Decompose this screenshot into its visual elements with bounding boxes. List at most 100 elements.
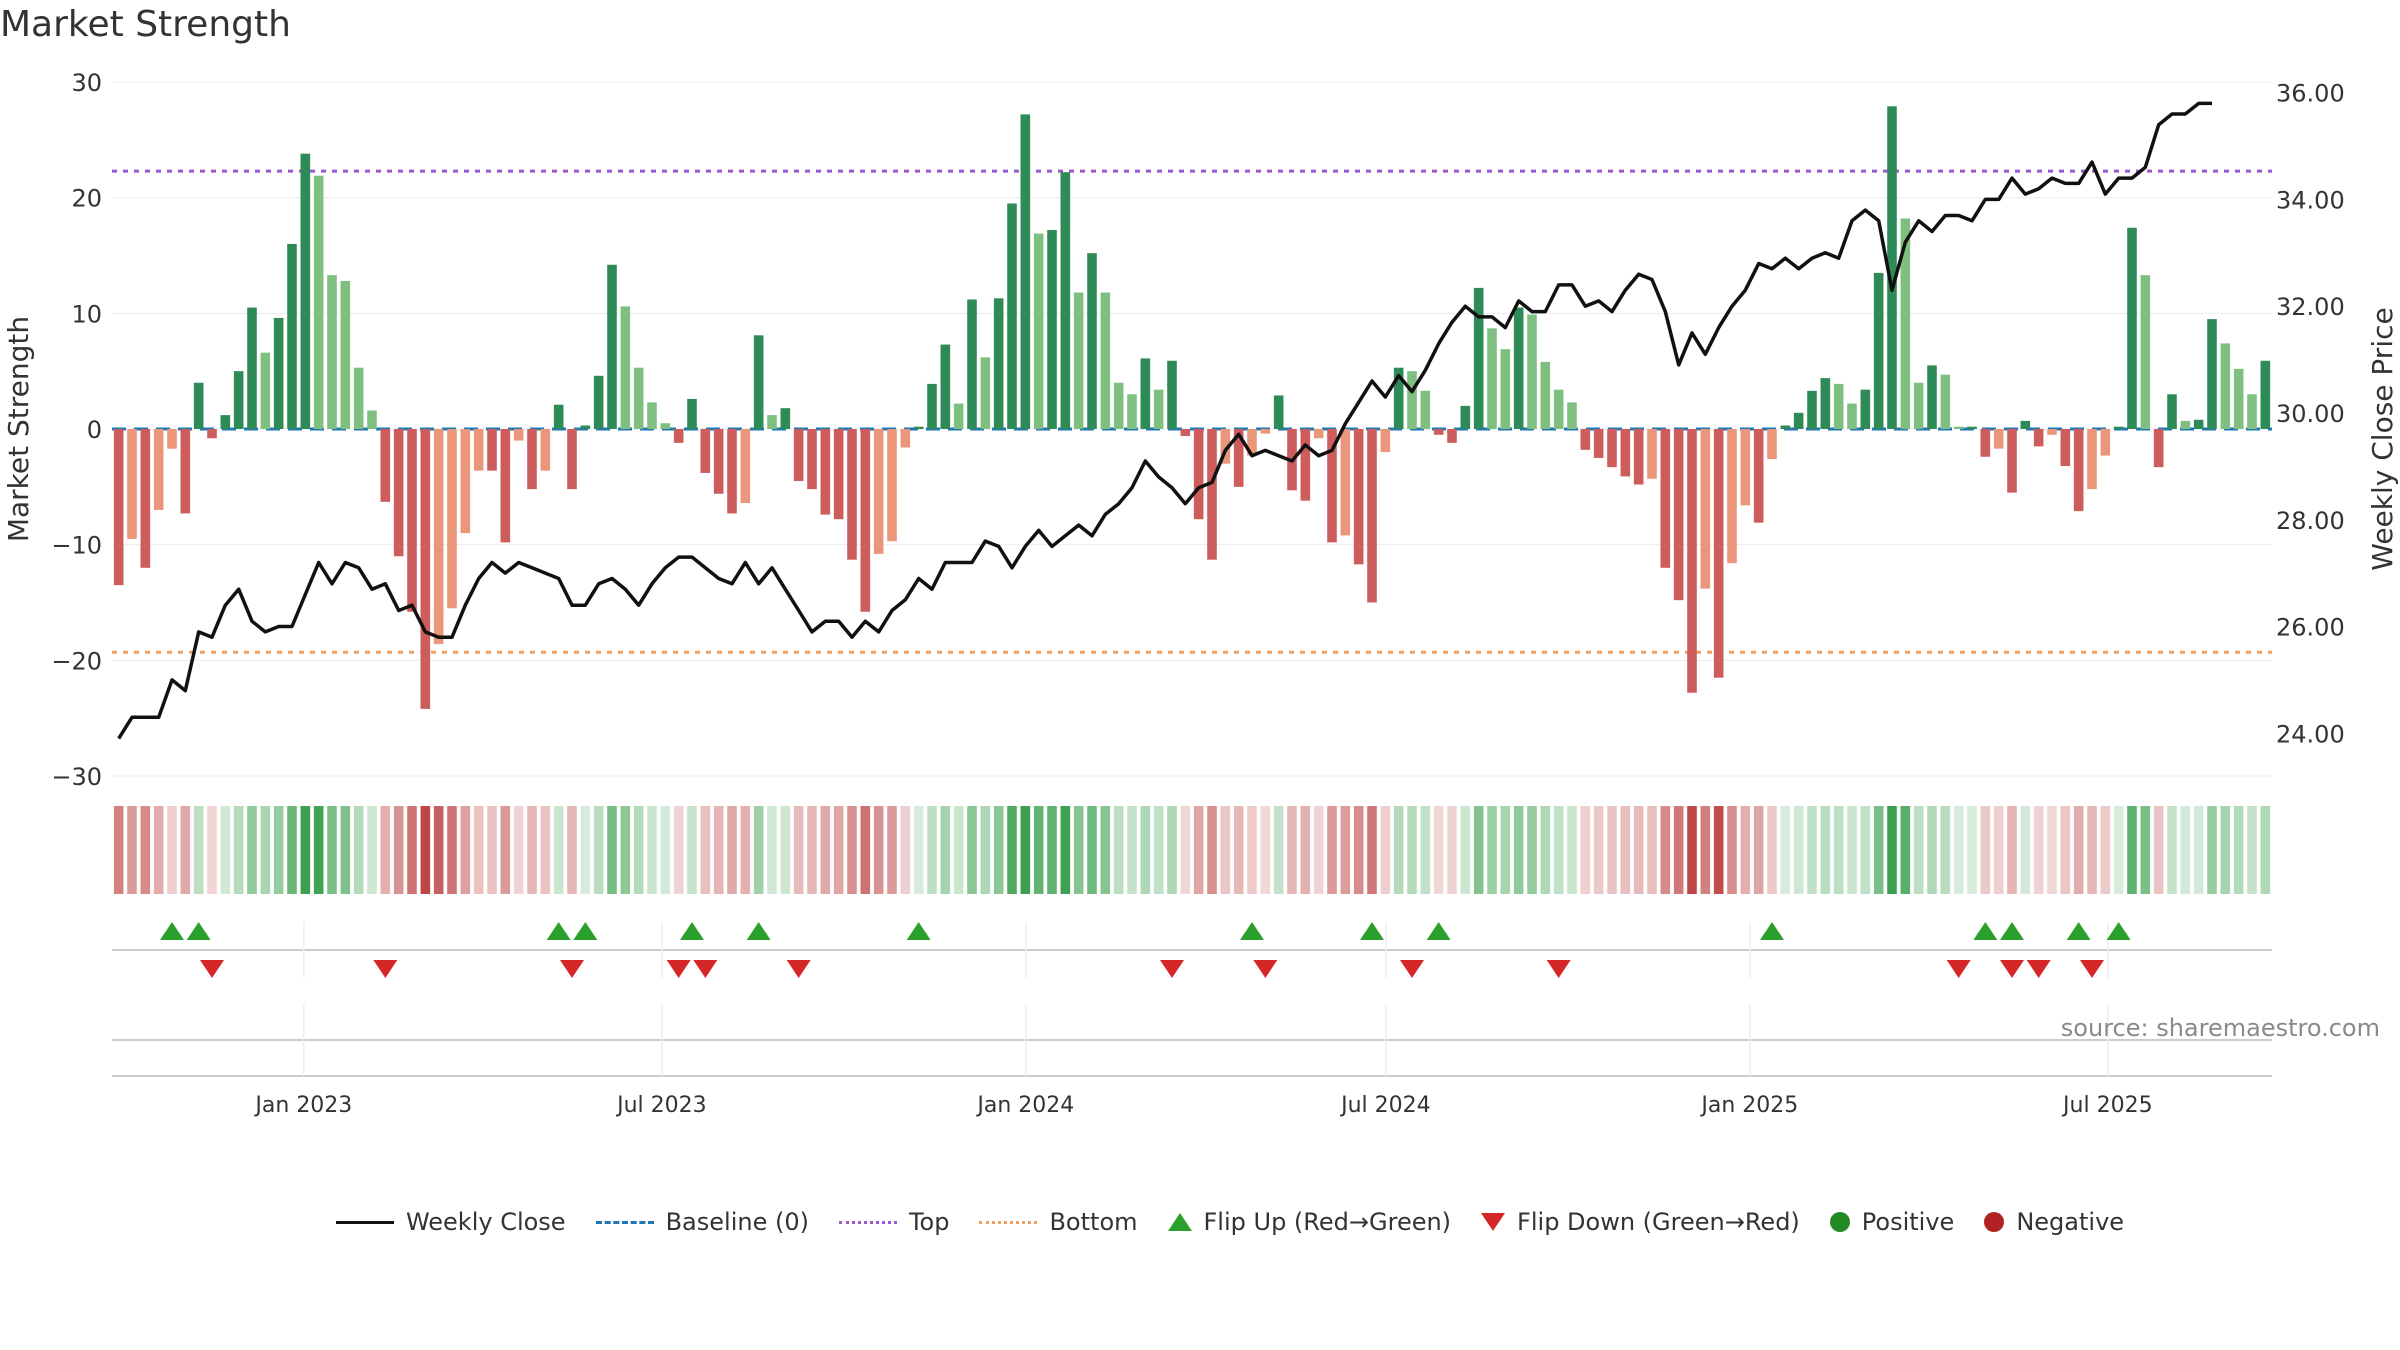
strength-bar — [1660, 429, 1671, 568]
heat-cell — [1180, 806, 1191, 894]
strength-bar — [833, 429, 844, 520]
strength-bar — [1433, 429, 1444, 435]
strength-bar — [567, 429, 577, 490]
strength-bar — [327, 275, 337, 429]
heat-cell — [1060, 806, 1071, 894]
strength-bar — [1073, 292, 1084, 429]
flip-down-marker — [2000, 960, 2024, 978]
heat-cell — [1433, 806, 1444, 894]
heat-cell — [1553, 806, 1564, 894]
flip-up-marker — [746, 922, 771, 940]
heat-cell — [660, 806, 671, 894]
strength-bar — [1793, 412, 1804, 429]
heat-cell — [513, 806, 524, 894]
heat-cell — [1460, 806, 1471, 894]
heat-cell — [900, 806, 911, 894]
heat-cell — [1233, 806, 1244, 894]
strength-bar — [313, 175, 324, 429]
heat-cell — [460, 806, 471, 894]
strength-bar — [1980, 429, 1991, 457]
heat-cell — [1287, 806, 1297, 894]
heat-cell — [1540, 806, 1551, 894]
heat-cell — [180, 806, 191, 894]
legend-item-top: Top — [838, 1208, 949, 1236]
strength-bar — [1220, 429, 1231, 464]
heat-cell — [1033, 806, 1044, 894]
legend-label: Positive — [1861, 1208, 1955, 1236]
y-right-tick-label: 32.00 — [2276, 293, 2345, 321]
strength-bar — [1700, 429, 1711, 589]
heat-cell — [1313, 806, 1324, 894]
heat-cell — [1353, 806, 1364, 894]
heat-cell — [1620, 806, 1631, 894]
heat-cell — [913, 806, 924, 894]
triangle-up-icon — [1167, 1213, 1192, 1231]
heat-cell — [887, 806, 897, 894]
strength-bar — [420, 429, 431, 709]
heat-cell — [2113, 806, 2124, 894]
heat-cell — [327, 806, 337, 894]
lower-panel — [112, 1004, 2272, 1077]
heat-cell — [647, 806, 657, 894]
strength-bar — [1540, 361, 1551, 429]
heat-cell — [1020, 806, 1031, 894]
strength-bar — [473, 429, 484, 471]
strength-bar — [1607, 429, 1617, 468]
heat-cell — [1580, 806, 1591, 894]
heat-cell — [1140, 806, 1151, 894]
heat-cell — [1927, 806, 1937, 894]
strength-bar — [153, 429, 164, 510]
y-left-tick-label: 30 — [71, 69, 102, 97]
strength-bar — [487, 429, 497, 471]
heat-cell — [313, 806, 324, 894]
heat-cell — [2233, 806, 2244, 894]
strength-bar — [1833, 383, 1844, 429]
strength-bar — [1313, 429, 1324, 439]
flip-up-marker — [2106, 922, 2131, 940]
strength-bar — [1780, 425, 1791, 429]
strength-bar — [967, 299, 977, 429]
heat-cell — [1260, 806, 1271, 894]
strength-bar — [553, 404, 564, 429]
heat-cell — [340, 806, 351, 894]
heat-cell — [687, 806, 697, 894]
strength-bar — [1260, 429, 1271, 434]
heat-cell — [1673, 806, 1684, 894]
strength-bar — [1273, 395, 1284, 429]
strength-bar — [1100, 292, 1111, 429]
strength-bar — [1193, 429, 1204, 520]
heat-cell — [620, 806, 631, 894]
heat-cell — [1300, 806, 1311, 894]
strength-bar — [2060, 429, 2071, 467]
strength-bar — [687, 398, 697, 429]
heat-cell — [1247, 806, 1257, 894]
strength-bar — [273, 317, 284, 429]
heat-cell — [487, 806, 497, 894]
strength-bar — [287, 243, 297, 429]
heat-cell — [847, 806, 857, 894]
y-right-tick-label: 34.00 — [2276, 186, 2345, 214]
strength-bar — [1740, 429, 1751, 506]
heat-cell — [2260, 806, 2271, 894]
strength-bar — [953, 403, 964, 429]
strength-bar — [633, 367, 644, 429]
strength-bar — [233, 371, 244, 429]
heat-cell — [140, 806, 151, 894]
heat-cell — [1633, 806, 1644, 894]
heat-cell — [2047, 806, 2057, 894]
strength-bar — [380, 429, 391, 502]
strength-bar — [1380, 429, 1391, 453]
source-note: source: sharemaestro.com — [2060, 1014, 2380, 1042]
strength-bar — [1887, 106, 1897, 429]
strength-bar — [1820, 378, 1831, 429]
strength-bar — [2207, 319, 2217, 429]
flip-up-marker — [680, 922, 704, 940]
strength-bar — [1967, 426, 1977, 429]
flip-up-marker — [906, 922, 931, 940]
heat-cell — [1687, 806, 1697, 894]
strength-bar — [713, 429, 724, 494]
strength-bar — [1367, 429, 1377, 603]
heat-cell — [2247, 806, 2257, 894]
strength-bar — [873, 429, 884, 554]
strength-bar — [820, 429, 831, 515]
